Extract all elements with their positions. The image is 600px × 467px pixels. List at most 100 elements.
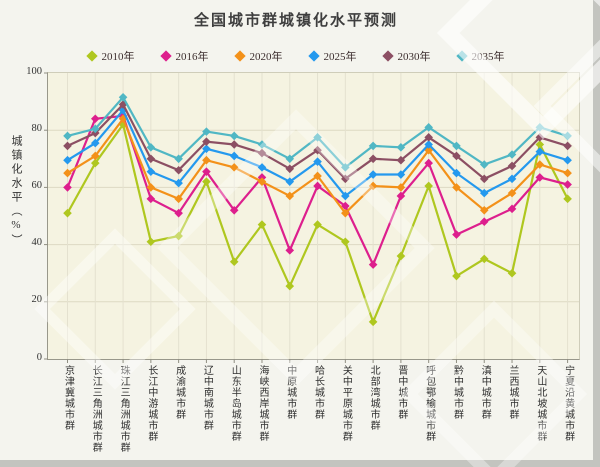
legend-diamond-icon xyxy=(381,50,394,62)
data-point-2010年 xyxy=(229,257,239,267)
chart-canvas xyxy=(44,72,579,363)
data-point-2035年 xyxy=(90,124,100,134)
x-category-label: 中原城市群 xyxy=(284,365,296,420)
data-point-2020年 xyxy=(90,151,100,161)
data-point-2016年 xyxy=(229,205,239,215)
data-point-2016年 xyxy=(479,217,489,227)
data-point-2035年 xyxy=(202,127,211,136)
data-point-2030年 xyxy=(507,161,517,171)
legend-label: 2030年 xyxy=(397,51,431,63)
data-point-2010年 xyxy=(452,271,461,281)
data-point-2030年 xyxy=(146,154,156,164)
x-category-label: 黔中城市群 xyxy=(451,365,463,420)
data-point-2020年 xyxy=(368,181,378,191)
x-category-label: 关中平原城市群 xyxy=(340,365,352,442)
data-point-2010年 xyxy=(313,220,322,229)
data-point-2030年 xyxy=(479,174,489,184)
data-point-2010年 xyxy=(396,251,406,261)
data-point-2020年 xyxy=(452,183,461,192)
legend-diamond-icon xyxy=(307,50,320,62)
data-point-2010年 xyxy=(341,237,350,247)
data-point-2020年 xyxy=(396,183,406,192)
x-category-label: 京津冀城市群 xyxy=(62,365,74,431)
data-point-2020年 xyxy=(479,205,489,215)
data-point-2016年 xyxy=(424,158,433,168)
data-point-2010年 xyxy=(257,220,267,229)
x-category-label: 辽中南城市群 xyxy=(201,365,213,431)
data-point-2020年 xyxy=(424,145,433,155)
data-point-2025年 xyxy=(563,155,572,165)
data-point-2010年 xyxy=(285,281,295,291)
data-point-2016年 xyxy=(452,230,461,239)
legend-diamond-icon xyxy=(233,50,246,62)
data-point-2025年 xyxy=(507,174,517,184)
data-point-2030年 xyxy=(257,148,267,158)
data-point-2035年 xyxy=(63,131,72,141)
data-point-2010年 xyxy=(174,231,183,241)
data-point-2035年 xyxy=(341,163,350,172)
x-category-label: 滇中城市群 xyxy=(479,365,491,420)
data-point-2020年 xyxy=(341,208,350,218)
data-point-2020年 xyxy=(563,168,572,178)
y-axis-title: 城镇化水平（%） xyxy=(10,135,22,248)
legend-diamond-icon xyxy=(159,50,172,62)
legend-label: 2020年 xyxy=(249,51,283,63)
x-category-label: 呼包鄂榆城市群 xyxy=(423,365,435,442)
x-category-label: 珠江三角洲城市群 xyxy=(118,365,130,453)
data-point-2025年 xyxy=(229,151,239,161)
legend-label: 2035年 xyxy=(471,51,505,63)
data-point-2016年 xyxy=(174,208,183,218)
data-point-2030年 xyxy=(313,145,322,155)
data-point-2030年 xyxy=(341,174,350,184)
x-category-label: 长江中游城市群 xyxy=(145,365,157,442)
data-point-2010年 xyxy=(535,140,545,149)
legend-label: 2016年 xyxy=(175,51,209,63)
legend-item-2016年: 2016年 xyxy=(159,48,209,64)
data-point-2010年 xyxy=(90,158,100,168)
data-point-2035年 xyxy=(368,141,378,151)
data-point-2030年 xyxy=(174,165,183,175)
data-point-2010年 xyxy=(563,194,572,204)
y-tick-label: 20 xyxy=(31,294,43,306)
legend-item-2030年: 2030年 xyxy=(381,48,431,64)
x-category-label: 兰西城市群 xyxy=(507,365,519,420)
data-point-2030年 xyxy=(63,141,72,151)
data-point-2035年 xyxy=(507,150,517,159)
data-point-2035年 xyxy=(146,143,156,152)
legend-diamond-icon xyxy=(85,50,98,62)
data-point-2035年 xyxy=(229,131,239,141)
data-point-2025年 xyxy=(535,147,545,156)
x-category-label: 晋中城市群 xyxy=(395,365,407,420)
data-point-2020年 xyxy=(229,163,239,172)
data-point-2035年 xyxy=(257,140,267,149)
legend-label: 2010年 xyxy=(101,51,135,63)
legend-item-2010年: 2010年 xyxy=(85,48,135,64)
data-point-2025年 xyxy=(257,163,267,172)
data-point-2010年 xyxy=(63,208,72,218)
data-point-2016年 xyxy=(341,201,350,211)
data-point-2016年 xyxy=(146,194,156,204)
x-category-label: 海峡西岸城市群 xyxy=(256,365,268,442)
data-point-2025年 xyxy=(146,167,156,176)
data-point-2016年 xyxy=(90,114,100,124)
data-point-2020年 xyxy=(146,183,156,192)
x-category-label: 山东半岛城市群 xyxy=(229,365,241,442)
x-category-label: 天山北坡城市群 xyxy=(534,365,546,442)
data-point-2035年 xyxy=(118,93,128,102)
x-category-label: 宁夏沿黄城市群 xyxy=(562,365,574,442)
data-point-2025年 xyxy=(452,168,461,178)
data-point-2025年 xyxy=(368,170,378,179)
data-point-2016年 xyxy=(285,246,295,255)
y-tick-label: 0 xyxy=(36,351,42,363)
y-tick-label: 100 xyxy=(26,65,42,77)
data-point-2035年 xyxy=(563,131,572,141)
data-point-2030年 xyxy=(229,140,239,149)
data-point-2016年 xyxy=(313,181,322,191)
data-point-2010年 xyxy=(479,254,489,264)
data-point-2010年 xyxy=(146,237,156,247)
x-category-label: 成渝城市群 xyxy=(173,365,185,420)
x-category-label: 长江三角洲城市群 xyxy=(90,365,102,453)
legend-label: 2025年 xyxy=(323,51,357,63)
data-point-2025年 xyxy=(313,157,322,166)
